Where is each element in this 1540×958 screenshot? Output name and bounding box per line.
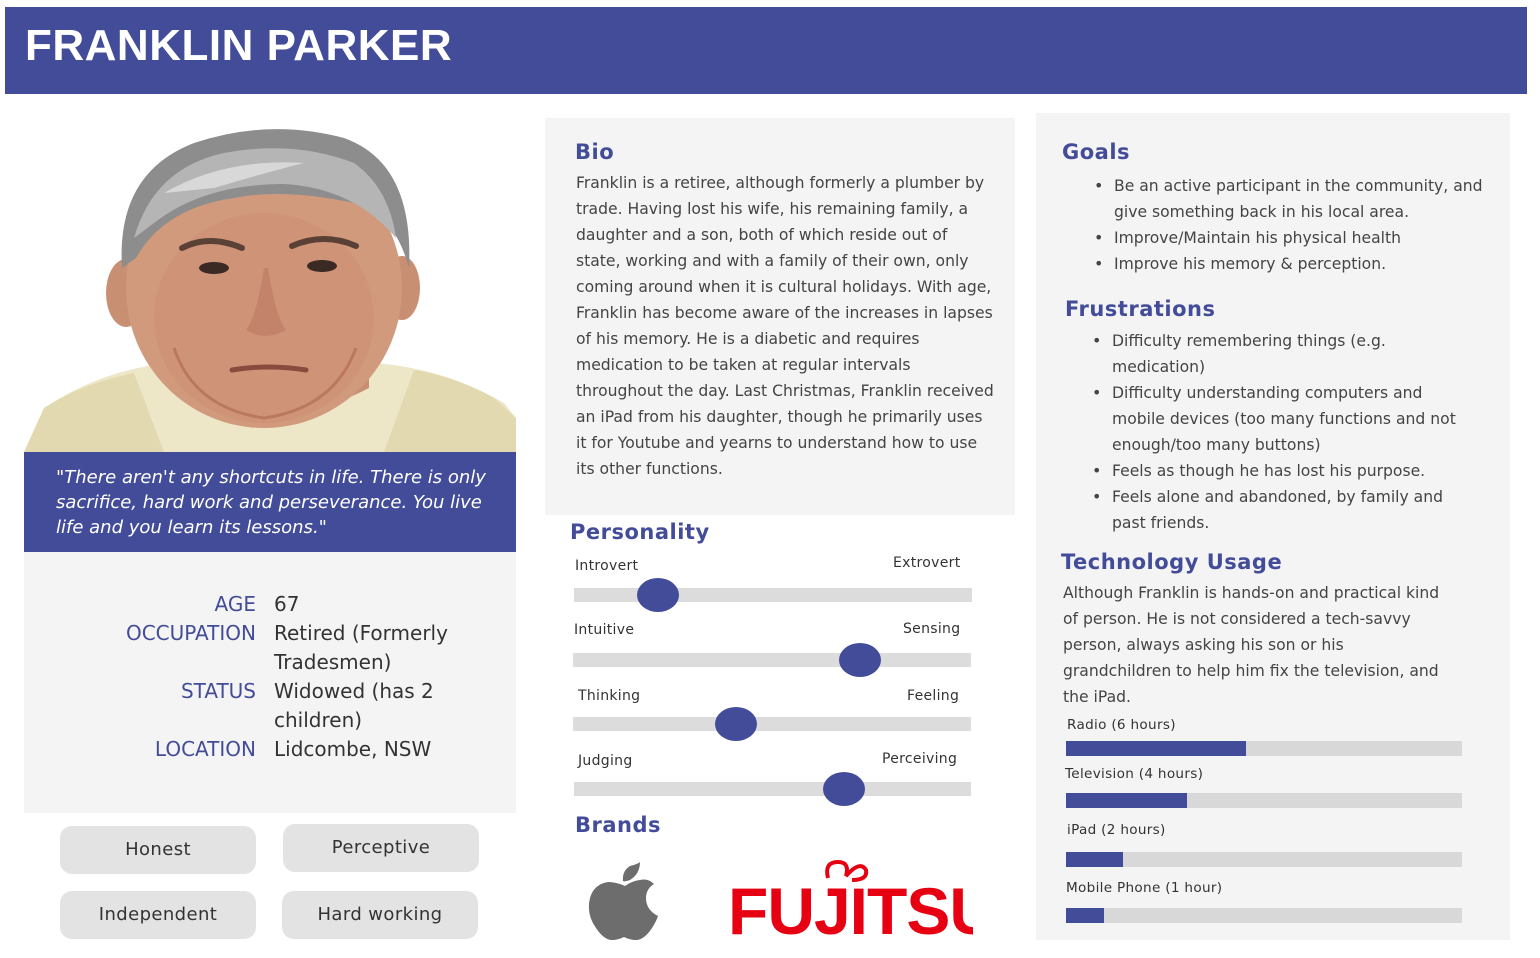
television-usage-label: Television (4 hours)	[1065, 766, 1204, 782]
frustration-item: Feels alone and abandoned, by family and…	[1090, 484, 1462, 536]
radio-usage-label: Radio (6 hours)	[1067, 717, 1176, 733]
frustration-item: Feels as though he has lost his purpose.	[1090, 458, 1462, 484]
goal-item: Be an active participant in the communit…	[1092, 173, 1502, 225]
header-banner: FRANKLIN PARKER	[5, 7, 1527, 94]
svg-text:FUJITSU: FUJITSU	[728, 874, 973, 948]
mobile-phone-usage-bar	[1066, 908, 1462, 923]
status-value: Widowed (has 2 children)	[274, 679, 434, 732]
technology-text: Although Franklin is hands-on and practi…	[1063, 584, 1440, 706]
usage-fill	[1066, 793, 1187, 808]
usage-fill	[1066, 741, 1247, 756]
apple-logo	[586, 862, 664, 942]
judging-label: Judging	[578, 753, 633, 769]
persona-photo	[24, 118, 516, 452]
bio-text: Franklin is a retiree, although formerly…	[576, 174, 994, 478]
frustration-item: Difficulty remembering things (e.g. medi…	[1090, 328, 1462, 380]
frustrations-list: Difficulty remembering things (e.g. medi…	[1090, 328, 1462, 536]
fujitsu-wordmark: FUJITSU	[728, 859, 997, 948]
trait-honest: Honest	[60, 826, 256, 874]
introvert-label: Introvert	[575, 558, 639, 574]
portrait-image	[24, 118, 516, 452]
intuitive-label: Intuitive	[574, 622, 635, 638]
age-label: AGE	[214, 592, 256, 616]
location-label: LOCATION	[154, 737, 256, 761]
ipad-usage-label: iPad (2 hours)	[1067, 822, 1166, 838]
apple-icon	[588, 862, 658, 940]
fujitsu-logo: FUJITSU	[728, 858, 997, 954]
feeling-label: Feeling	[907, 688, 960, 704]
slider-knob	[822, 772, 865, 806]
goals-title: Goals	[1062, 140, 1131, 164]
trait-perceptive: Perceptive	[283, 824, 479, 872]
television-usage-bar	[1066, 793, 1462, 808]
thinking-label: Thinking	[578, 688, 641, 704]
goal-item: Improve/Maintain his physical health	[1092, 225, 1502, 251]
slider-knob	[636, 578, 679, 612]
age-value: 67	[274, 592, 300, 616]
goal-item: Improve his memory & perception.	[1092, 251, 1502, 277]
trait-hard-working: Hard working	[282, 891, 478, 939]
demographics-panel: AGE 67 OCCUPATION Retired (Formerly Trad…	[24, 552, 516, 813]
status-label: STATUS	[180, 679, 256, 703]
bio-title: Bio	[575, 140, 615, 164]
sensing-label: Sensing	[903, 621, 961, 637]
goals-list: Be an active participant in the communit…	[1092, 173, 1502, 277]
usage-fill	[1066, 852, 1124, 867]
extrovert-label: Extrovert	[893, 555, 961, 571]
bio-panel: Bio Franklin is a retiree, although form…	[545, 118, 1015, 515]
technology-title: Technology Usage	[1061, 550, 1283, 574]
occupation-label: OCCUPATION	[125, 621, 256, 645]
perceiving-label: Perceiving	[882, 751, 958, 767]
slider-knob	[838, 643, 881, 677]
frustrations-title: Frustrations	[1065, 297, 1216, 321]
slider-track	[573, 643, 971, 677]
slider-track	[574, 772, 971, 806]
mobile-phone-usage-label: Mobile Phone (1 hour)	[1066, 880, 1223, 896]
occupation-value: Retired (Formerly Tradesmen)	[274, 621, 448, 674]
frustration-item: Difficulty understanding computers and m…	[1090, 380, 1462, 458]
right-panel: Goals Be an active participant in the co…	[1036, 113, 1510, 940]
personality-title: Personality	[570, 520, 710, 544]
usage-fill	[1066, 908, 1104, 923]
slider-track	[573, 707, 971, 741]
slider-knob	[715, 707, 758, 741]
brands-title: Brands	[575, 813, 662, 837]
persona-name: FRANKLIN PARKER	[25, 21, 453, 70]
persona-quote: "There aren't any shortcuts in life. The…	[24, 452, 516, 552]
radio-usage-bar	[1066, 741, 1462, 756]
slider-track	[574, 578, 972, 612]
location-value: Lidcombe, NSW	[274, 737, 432, 761]
trait-independent: Independent	[60, 891, 256, 939]
ipad-usage-bar	[1066, 852, 1462, 867]
